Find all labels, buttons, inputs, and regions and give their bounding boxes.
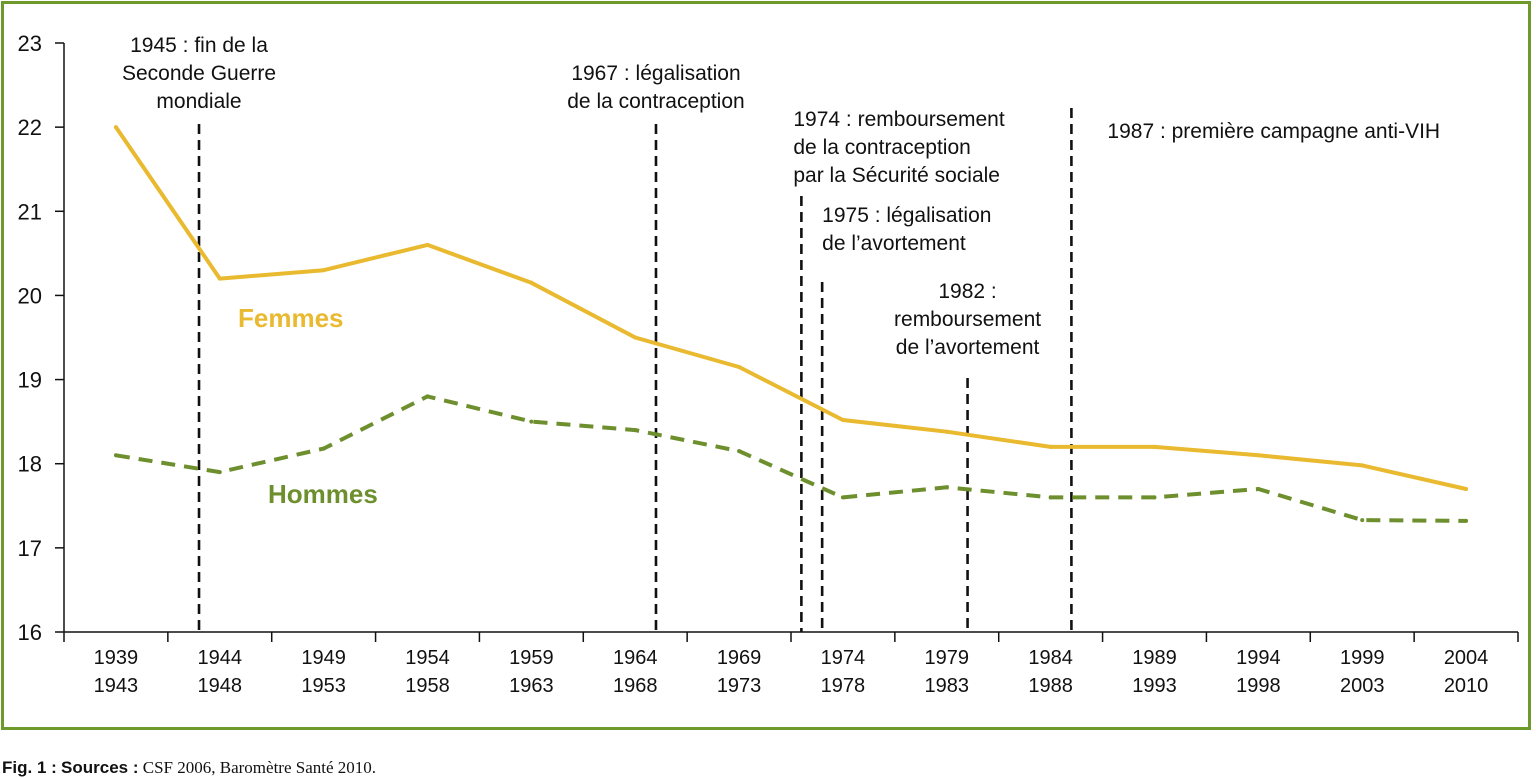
event-annotation: 1945 : fin de la xyxy=(130,34,268,57)
x-tick-label: 1949 xyxy=(301,647,346,669)
data-point-hommes xyxy=(1464,518,1469,523)
x-tick-label: 1969 xyxy=(717,647,762,669)
x-tick-label: 1973 xyxy=(717,675,762,697)
data-point-hommes xyxy=(944,485,949,490)
x-tick-label: 1968 xyxy=(613,675,658,697)
data-point-femmes xyxy=(425,242,430,247)
x-tick-label: 1944 xyxy=(198,647,243,669)
y-tick-label: 22 xyxy=(18,115,42,140)
y-tick-label: 19 xyxy=(18,368,42,393)
x-tick-label: 1989 xyxy=(1132,647,1177,669)
data-point-femmes xyxy=(113,125,118,130)
x-tick-label: 2003 xyxy=(1340,675,1385,697)
data-point-hommes xyxy=(1048,495,1053,500)
data-point-femmes xyxy=(217,276,222,281)
x-tick-label: 1979 xyxy=(925,647,970,669)
event-annotation: de l’avortement xyxy=(822,232,966,255)
data-point-femmes xyxy=(737,364,742,369)
x-tick-label: 1959 xyxy=(509,647,554,669)
y-tick-label: 17 xyxy=(18,536,42,561)
event-annotation: remboursement xyxy=(894,308,1041,331)
data-point-femmes xyxy=(840,417,845,422)
data-point-femmes xyxy=(1152,444,1157,449)
data-point-hommes xyxy=(737,449,742,454)
x-tick-label: 1974 xyxy=(821,647,866,669)
y-tick-label: 20 xyxy=(18,283,42,308)
event-annotation: 1967 : légalisation xyxy=(571,62,740,85)
x-tick-label: 1988 xyxy=(1028,675,1073,697)
data-point-hommes xyxy=(529,419,534,424)
event-annotation: 1975 : légalisation xyxy=(822,204,991,227)
x-tick-label: 1984 xyxy=(1028,647,1073,669)
event-annotation: 1982 : xyxy=(938,280,996,303)
event-annotation: de la contraception xyxy=(793,136,970,159)
y-tick-label: 23 xyxy=(18,31,42,56)
series-line-hommes xyxy=(115,394,1467,523)
data-point-hommes xyxy=(840,495,845,500)
x-tick-label: 2004 xyxy=(1444,647,1489,669)
caption-text: CSF 2006, Baromètre Santé 2010. xyxy=(142,758,377,777)
x-tick-label: 1963 xyxy=(509,675,554,697)
data-point-femmes xyxy=(633,335,638,340)
event-annotation: 1987 : première campagne anti-VIH xyxy=(1107,120,1440,143)
series-line-femmes xyxy=(114,125,1467,491)
data-point-hommes xyxy=(217,470,222,475)
data-point-femmes xyxy=(1360,463,1365,468)
x-tick-label: 1998 xyxy=(1236,675,1281,697)
event-annotation: mondiale xyxy=(156,90,241,113)
caption-fig-label: Fig. 1 : xyxy=(2,758,57,777)
event-annotation: de l’avortement xyxy=(896,336,1040,359)
x-tick-label: 2010 xyxy=(1444,675,1489,697)
x-tick-label: 1978 xyxy=(821,675,866,697)
data-point-hommes xyxy=(321,446,326,451)
event-annotation: Seconde Guerre xyxy=(122,62,276,85)
x-tick-label: 1993 xyxy=(1132,675,1177,697)
data-point-femmes xyxy=(529,280,534,285)
y-tick-label: 18 xyxy=(18,452,42,477)
chart-frame: 16 17 18 19 20 21 22 23 1939 1943 1944 1948 1949 1953… xyxy=(1,1,1531,730)
data-point-femmes xyxy=(944,429,949,434)
event-annotation: 1974 : remboursement xyxy=(793,108,1004,131)
x-tick-label: 1948 xyxy=(198,675,243,697)
series-label-hommes: Hommes xyxy=(268,479,378,509)
x-tick-label: 1994 xyxy=(1236,647,1281,669)
x-tick-label: 1983 xyxy=(925,675,970,697)
data-point-hommes xyxy=(633,428,638,433)
data-point-femmes xyxy=(1256,453,1261,458)
data-point-femmes xyxy=(1464,486,1469,491)
x-tick-label: 1964 xyxy=(613,647,658,669)
x-tick-label: 1953 xyxy=(301,675,346,697)
series-label-femmes: Femmes xyxy=(238,303,344,333)
data-point-hommes xyxy=(1256,486,1261,491)
x-tick-label: 1943 xyxy=(94,675,139,697)
x-tick-label: 1939 xyxy=(94,647,139,669)
data-point-hommes xyxy=(113,453,118,458)
event-annotation: par la Sécurité sociale xyxy=(793,164,1000,187)
figure-caption: Fig. 1 : Sources : CSF 2006, Baromètre S… xyxy=(2,758,376,778)
caption-sources-label: Sources : xyxy=(61,758,139,777)
data-point-hommes xyxy=(1360,518,1365,523)
data-point-hommes xyxy=(1152,495,1157,500)
event-annotation: de la contraception xyxy=(567,90,744,113)
y-tick-label: 21 xyxy=(18,199,42,224)
x-tick-label: 1958 xyxy=(405,675,450,697)
x-tick-label: 1954 xyxy=(405,647,450,669)
chart: 16 17 18 19 20 21 22 23 1939 1943 1944 1948 1949 1953… xyxy=(18,31,1519,697)
data-point-hommes xyxy=(425,394,430,399)
data-point-femmes xyxy=(321,268,326,273)
data-point-femmes xyxy=(1048,444,1053,449)
y-tick-label: 16 xyxy=(18,620,42,645)
x-tick-label: 1999 xyxy=(1340,647,1385,669)
